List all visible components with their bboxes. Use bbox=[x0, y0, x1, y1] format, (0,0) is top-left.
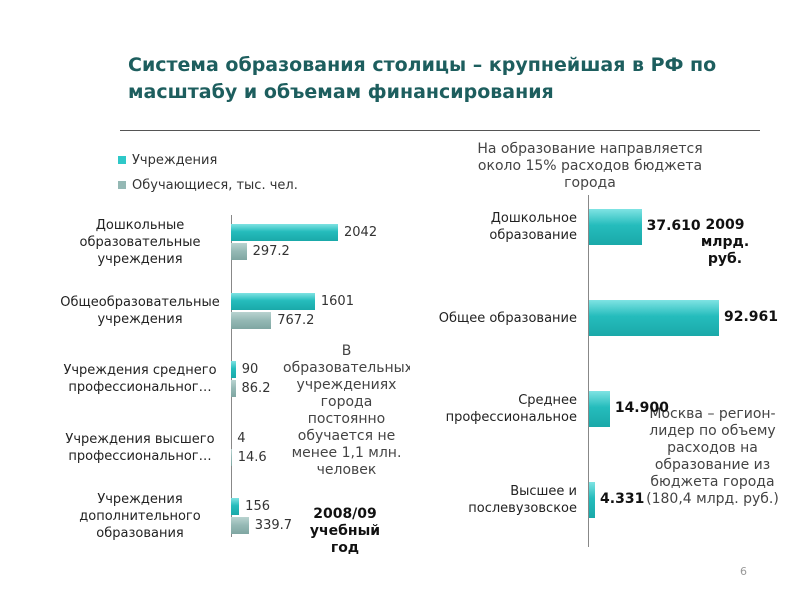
category-label: Учреждения среднего профессиональног… bbox=[63, 363, 217, 395]
category-label: Учреждения высшего профессиональног… bbox=[65, 431, 215, 464]
unit-note: 2009 млрд. руб. bbox=[700, 217, 750, 267]
value-label: 92.961 bbox=[724, 309, 779, 325]
category-label: Дошкольное образование bbox=[489, 211, 577, 243]
title-rule bbox=[120, 130, 760, 131]
bar bbox=[231, 243, 247, 260]
legend-swatch bbox=[118, 181, 126, 189]
bar bbox=[231, 517, 249, 534]
category-label: Общеобразовательные учреждения bbox=[60, 294, 220, 327]
bar bbox=[231, 448, 232, 466]
bar bbox=[231, 498, 240, 515]
value-label: 14.900 bbox=[614, 400, 669, 416]
legend-label: Обучающиеся, тыс. чел. bbox=[132, 178, 298, 193]
bar bbox=[231, 380, 236, 397]
year-note: 2008/09 учебный год bbox=[309, 506, 381, 556]
category-label: Учреждения дополнительного образования bbox=[79, 491, 201, 541]
category-label: Среднее профессиональное bbox=[445, 393, 577, 425]
value-label: 1601 bbox=[320, 293, 354, 309]
bar bbox=[589, 391, 610, 427]
page-number: 6 bbox=[740, 565, 747, 578]
category-label: Общее образование bbox=[438, 310, 577, 326]
axis-line bbox=[588, 195, 589, 547]
bar bbox=[589, 482, 596, 518]
value-label: 767.2 bbox=[277, 312, 315, 328]
legend-swatch bbox=[118, 156, 126, 164]
value-label: 37.610 bbox=[646, 218, 701, 234]
bar bbox=[231, 311, 272, 329]
slide-title: Система образования столицы – крупнейшая… bbox=[128, 54, 717, 103]
bar bbox=[589, 209, 642, 245]
value-label: 339.7 bbox=[254, 518, 293, 533]
bar bbox=[589, 300, 719, 336]
bar bbox=[231, 224, 338, 241]
share-note: На образование направляется около 15% ра… bbox=[477, 141, 703, 191]
category-label: Высшее и послевузовское bbox=[468, 484, 577, 516]
bar bbox=[231, 361, 236, 378]
students-note: В образовательных учреждениях города пос… bbox=[283, 343, 410, 478]
value-label: 4 bbox=[237, 430, 246, 446]
category-label: Дошкольные образовательные учреждения bbox=[79, 217, 201, 267]
leader-note: Москва – регион-лидер по объему расходов… bbox=[646, 406, 779, 507]
value-label: 86.2 bbox=[241, 381, 271, 396]
value-label: 156 bbox=[245, 499, 270, 514]
bar bbox=[231, 292, 315, 310]
value-label: 14.6 bbox=[237, 449, 267, 465]
legend-label: Учреждения bbox=[132, 153, 218, 168]
value-label: 2042 bbox=[344, 225, 378, 240]
value-label: 297.2 bbox=[252, 244, 290, 259]
value-label: 90 bbox=[241, 362, 259, 377]
value-label: 4.331 bbox=[600, 491, 645, 507]
